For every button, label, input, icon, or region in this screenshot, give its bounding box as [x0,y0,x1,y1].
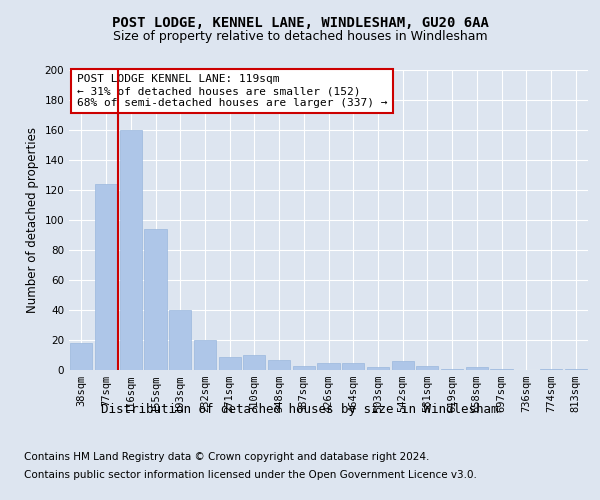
Bar [268,360,290,370]
Text: Distribution of detached houses by size in Windlesham: Distribution of detached houses by size … [101,402,499,415]
Bar [416,366,439,370]
Bar [540,368,562,370]
Bar [169,310,191,370]
Bar [565,368,587,370]
Text: POST LODGE, KENNEL LANE, WINDLESHAM, GU20 6AA: POST LODGE, KENNEL LANE, WINDLESHAM, GU2… [112,16,488,30]
Y-axis label: Number of detached properties: Number of detached properties [26,127,39,313]
Bar [466,367,488,370]
Text: POST LODGE KENNEL LANE: 119sqm
← 31% of detached houses are smaller (152)
68% of: POST LODGE KENNEL LANE: 119sqm ← 31% of … [77,74,387,108]
Bar [367,367,389,370]
Text: Size of property relative to detached houses in Windlesham: Size of property relative to detached ho… [113,30,487,43]
Bar [194,340,216,370]
Bar [317,362,340,370]
Text: Contains public sector information licensed under the Open Government Licence v3: Contains public sector information licen… [24,470,477,480]
Bar [218,356,241,370]
Bar [490,368,512,370]
Bar [243,355,265,370]
Bar [119,130,142,370]
Bar [342,362,364,370]
Bar [145,229,167,370]
Bar [95,184,117,370]
Text: Contains HM Land Registry data © Crown copyright and database right 2024.: Contains HM Land Registry data © Crown c… [24,452,430,462]
Bar [392,361,414,370]
Bar [70,343,92,370]
Bar [441,368,463,370]
Bar [293,366,315,370]
